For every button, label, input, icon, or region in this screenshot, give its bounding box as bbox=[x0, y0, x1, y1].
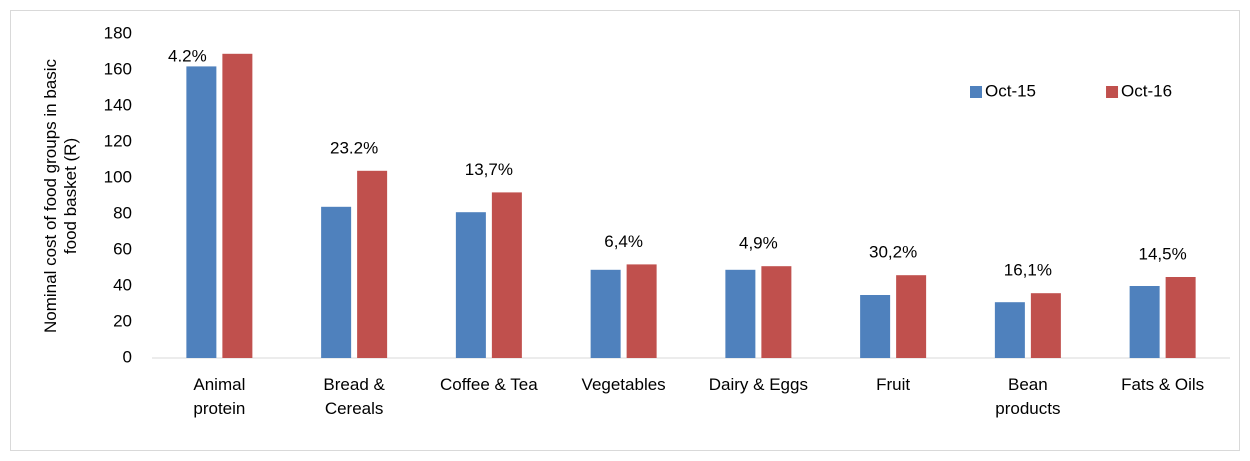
bar bbox=[994, 302, 1025, 358]
y-tick-label: 0 bbox=[123, 347, 132, 366]
y-tick-label: 20 bbox=[113, 311, 132, 330]
bar bbox=[186, 66, 217, 359]
annotation: 30,2% bbox=[869, 243, 917, 262]
legend-label: Oct-15 bbox=[985, 81, 1036, 100]
bar bbox=[860, 295, 891, 358]
y-tick-label: 160 bbox=[104, 59, 132, 78]
annotation: 14,5% bbox=[1139, 244, 1187, 263]
x-tick-label: Fats & Oils bbox=[1121, 375, 1204, 394]
bar bbox=[590, 269, 621, 358]
x-tick-label: Bread & Cereals bbox=[323, 375, 385, 418]
y-axis-title: Nominal cost of food groups in basicfood… bbox=[41, 58, 80, 333]
bar bbox=[357, 170, 388, 358]
bar bbox=[626, 264, 657, 358]
annotation: 6,4% bbox=[604, 232, 643, 251]
x-tick-label: Bean products bbox=[995, 375, 1060, 418]
x-tick-label: Dairy & Eggs bbox=[709, 375, 808, 394]
annotation: 4,9% bbox=[739, 234, 778, 253]
x-tick-label: Fruit bbox=[876, 375, 910, 394]
bar bbox=[725, 269, 756, 358]
y-tick-label: 140 bbox=[104, 95, 132, 114]
x-tick-label: Vegetables bbox=[582, 375, 666, 394]
y-tick-label: 120 bbox=[104, 131, 132, 150]
bar bbox=[896, 275, 927, 358]
y-tick-label: 60 bbox=[113, 239, 132, 258]
legend-swatch bbox=[970, 86, 982, 98]
bar bbox=[455, 212, 486, 358]
bar bbox=[321, 206, 352, 358]
y-tick-label: 80 bbox=[113, 203, 132, 222]
bar bbox=[222, 53, 253, 359]
bar bbox=[761, 266, 792, 358]
bar bbox=[1129, 286, 1160, 358]
annotation: 4.2% bbox=[168, 46, 207, 65]
bar bbox=[491, 192, 522, 358]
legend-swatch bbox=[1106, 86, 1119, 98]
y-tick-label: 180 bbox=[104, 23, 132, 42]
y-tick-label: 40 bbox=[113, 275, 132, 294]
annotation: 23.2% bbox=[330, 138, 378, 157]
annotation: 13,7% bbox=[465, 160, 513, 179]
legend-label: Oct-16 bbox=[1121, 81, 1172, 100]
x-tick-label: Animal protein bbox=[193, 375, 245, 418]
annotation: 16,1% bbox=[1004, 261, 1052, 280]
bar bbox=[1030, 293, 1061, 358]
bar bbox=[1165, 277, 1196, 358]
x-tick-label: Coffee & Tea bbox=[440, 375, 538, 394]
y-tick-label: 100 bbox=[104, 167, 132, 186]
